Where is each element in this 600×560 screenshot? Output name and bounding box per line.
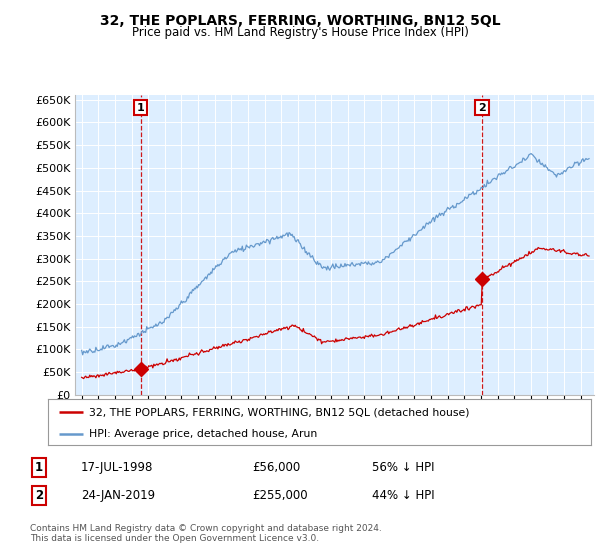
Text: HPI: Average price, detached house, Arun: HPI: Average price, detached house, Arun <box>89 429 317 438</box>
Text: 1: 1 <box>137 102 145 113</box>
Text: 44% ↓ HPI: 44% ↓ HPI <box>372 489 434 502</box>
Text: Price paid vs. HM Land Registry's House Price Index (HPI): Price paid vs. HM Land Registry's House … <box>131 26 469 39</box>
Text: 2: 2 <box>35 489 43 502</box>
Text: 2: 2 <box>478 102 486 113</box>
Text: 32, THE POPLARS, FERRING, WORTHING, BN12 5QL (detached house): 32, THE POPLARS, FERRING, WORTHING, BN12… <box>89 407 469 417</box>
Text: 32, THE POPLARS, FERRING, WORTHING, BN12 5QL: 32, THE POPLARS, FERRING, WORTHING, BN12… <box>100 14 500 28</box>
Text: Contains HM Land Registry data © Crown copyright and database right 2024.
This d: Contains HM Land Registry data © Crown c… <box>30 524 382 543</box>
Text: 17-JUL-1998: 17-JUL-1998 <box>81 461 154 474</box>
Text: £56,000: £56,000 <box>252 461 300 474</box>
Text: 56% ↓ HPI: 56% ↓ HPI <box>372 461 434 474</box>
Text: 1: 1 <box>35 461 43 474</box>
Text: £255,000: £255,000 <box>252 489 308 502</box>
Text: 24-JAN-2019: 24-JAN-2019 <box>81 489 155 502</box>
